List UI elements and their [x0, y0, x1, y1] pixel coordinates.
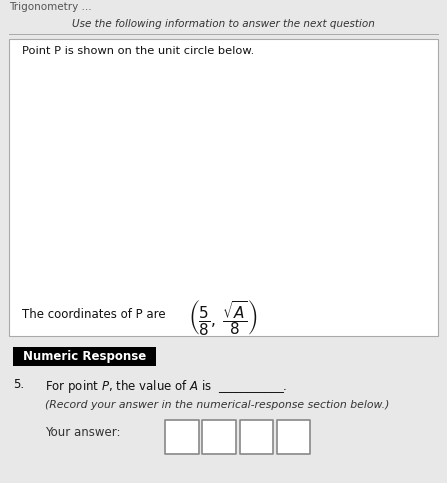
Text: x: x [382, 169, 389, 182]
Text: P: P [318, 106, 325, 119]
Text: θ: θ [280, 162, 287, 171]
Text: y: y [275, 55, 283, 68]
Text: (Record your answer in the numerical-response section below.): (Record your answer in the numerical-res… [45, 400, 389, 410]
Text: $\left(\dfrac{5}{8},\;\dfrac{\sqrt{A}}{8}\right)$: $\left(\dfrac{5}{8},\;\dfrac{\sqrt{A}}{8… [189, 298, 258, 337]
Text: Point P is shown on the unit circle below.: Point P is shown on the unit circle belo… [22, 46, 255, 56]
Text: For point $P$, the value of $A$ is  ___________.: For point $P$, the value of $A$ is _____… [45, 378, 287, 395]
Text: Your answer:: Your answer: [45, 426, 120, 439]
Polygon shape [205, 110, 336, 241]
Text: Trigonometry ...: Trigonometry ... [9, 2, 92, 13]
Text: Use the following information to answer the next question: Use the following information to answer … [72, 19, 375, 29]
Text: 5.: 5. [13, 378, 25, 391]
Text: The coordinates of P are: The coordinates of P are [22, 309, 166, 321]
Text: Numeric Response: Numeric Response [23, 350, 147, 363]
